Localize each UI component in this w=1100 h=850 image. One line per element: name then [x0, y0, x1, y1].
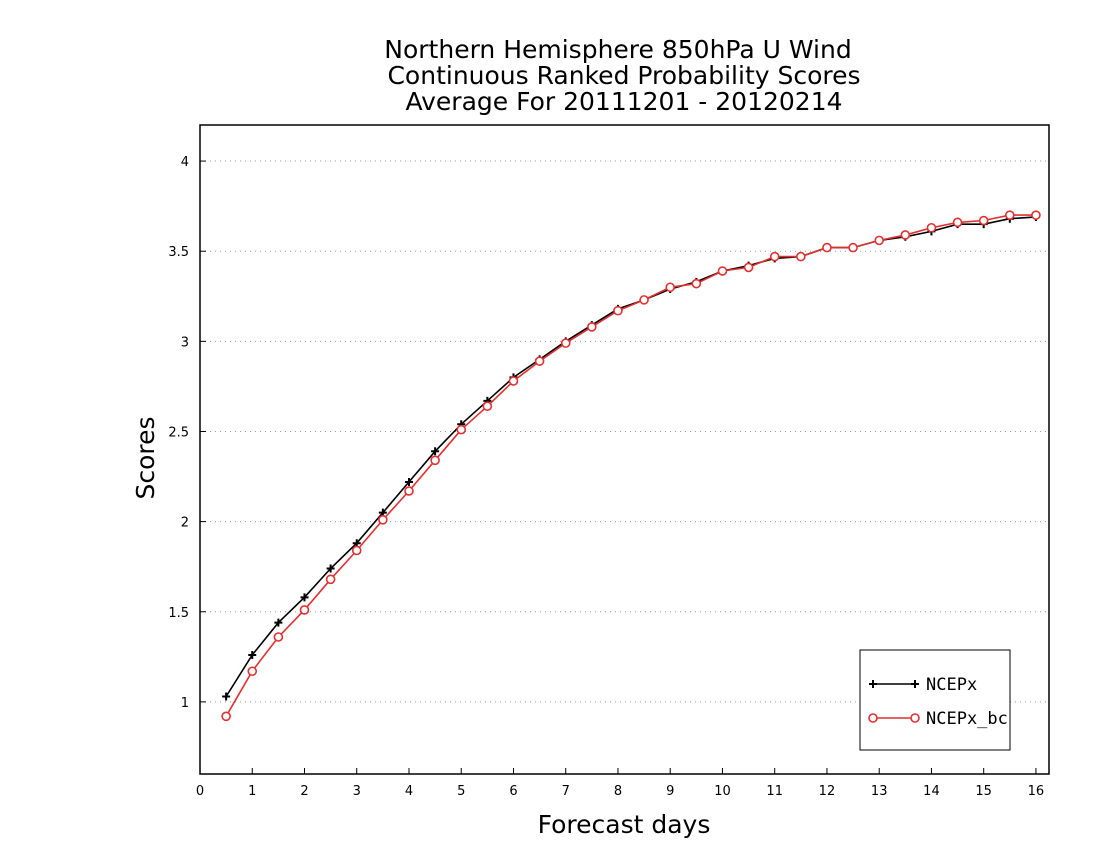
chart-title-line-2: Continuous Ranked Probability Scores: [387, 61, 860, 90]
data-point: [456, 424, 467, 435]
plot-frame: [199, 124, 1050, 775]
series-line: [225, 214, 1036, 717]
x-tick-label: 8: [614, 784, 622, 799]
x-tick-label: 1: [248, 784, 256, 799]
chart-title-line-1: Northern Hemisphere 850hPa U Wind: [384, 35, 851, 64]
x-axis-ticks: 0 1 2 3 4 5 6 7 8 9 10 11 12 13 14 15 16: [196, 768, 1044, 799]
legend-marker: [869, 680, 877, 688]
data-point: [560, 338, 571, 348]
data-point: [248, 651, 257, 660]
data-point: [952, 217, 963, 228]
x-tick-label: 6: [509, 784, 517, 799]
data-point: [404, 486, 414, 496]
data-point: [508, 376, 519, 386]
y-axis-label: Scores: [131, 416, 160, 499]
x-tick-label: 16: [1028, 784, 1045, 799]
data-point: [769, 251, 780, 262]
y-tick-label: 2.5: [168, 425, 189, 440]
legend-label: NCEPx_bc: [926, 709, 1008, 729]
series-line: [225, 216, 1036, 697]
legend-box: [859, 649, 1011, 751]
x-tick-label: 0: [196, 784, 204, 799]
gridlines: [200, 160, 1049, 703]
data-point: [247, 666, 258, 677]
data-point: [822, 242, 832, 253]
series-ncepx-bc: [221, 210, 1041, 722]
x-tick-label: 4: [405, 784, 413, 799]
data-point: [1005, 210, 1015, 220]
series-ncepx: [222, 212, 1040, 701]
data-point: [273, 632, 284, 642]
legend-entry: NCEPx: [869, 675, 977, 695]
data-point: [325, 574, 336, 585]
legend-marker: [868, 713, 878, 723]
chart-title-line-3: Average For 20111201 - 20120214: [405, 87, 842, 116]
data-point: [274, 618, 283, 627]
y-tick-label: 1: [181, 696, 189, 711]
data-point: [796, 251, 806, 262]
y-tick-label: 2: [181, 516, 189, 531]
x-tick-label: 12: [819, 784, 836, 799]
data-point: [743, 262, 754, 273]
legend-label: NCEPx: [926, 675, 977, 695]
data-point: [926, 222, 937, 233]
data-point: [299, 605, 310, 615]
x-tick-label: 9: [666, 784, 674, 799]
y-tick-label: 1.5: [168, 606, 189, 621]
chart-title: Northern Hemisphere 850hPa U Wind Contin…: [384, 35, 860, 116]
legend-entry: NCEPx_bc: [868, 709, 1008, 729]
data-point: [613, 305, 623, 316]
x-tick-label: 5: [457, 784, 465, 799]
x-tick-label: 10: [714, 784, 731, 799]
legend-marker: [911, 680, 919, 688]
series-layer: [221, 210, 1041, 722]
x-axis-label: Forecast days: [538, 810, 711, 839]
legend: NCEPx NCEPx_bc: [859, 649, 1011, 751]
data-point: [691, 278, 702, 289]
data-point: [326, 564, 335, 573]
y-axis-ticks: 1 1.5 2 2.5 3 3.5 4: [168, 155, 206, 711]
data-point: [431, 447, 440, 456]
data-point: [900, 230, 911, 240]
data-point: [1031, 210, 1041, 220]
legend-marker: [910, 713, 920, 723]
data-point: [378, 515, 388, 525]
y-tick-label: 4: [181, 155, 189, 170]
y-tick-label: 3.5: [168, 245, 189, 260]
data-point: [534, 356, 545, 366]
data-point: [848, 242, 858, 253]
data-point: [665, 282, 676, 293]
x-tick-label: 7: [562, 784, 570, 799]
data-point: [717, 266, 728, 276]
y-tick-label: 3: [181, 335, 189, 350]
data-point: [221, 711, 231, 722]
data-point: [587, 322, 597, 332]
data-point: [639, 295, 649, 305]
data-point: [404, 477, 413, 486]
x-tick-label: 15: [975, 784, 992, 799]
data-point: [300, 593, 309, 602]
x-tick-label: 14: [923, 784, 940, 799]
data-point: [351, 545, 362, 556]
data-point: [430, 455, 440, 466]
x-tick-label: 13: [871, 784, 888, 799]
data-point: [222, 692, 231, 701]
x-tick-label: 11: [766, 784, 783, 799]
x-tick-label: 2: [300, 784, 308, 799]
data-point: [978, 215, 989, 226]
data-point: [874, 235, 885, 246]
data-point: [482, 401, 493, 412]
x-tick-label: 3: [353, 784, 361, 799]
